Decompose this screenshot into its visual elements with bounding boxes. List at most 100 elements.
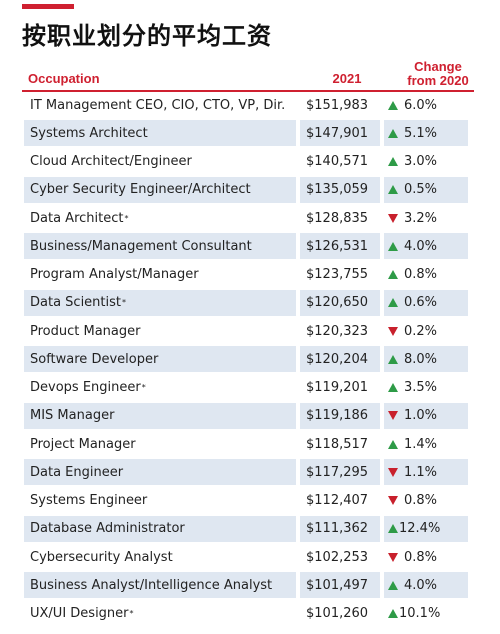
- change-value: 6.0%: [404, 97, 438, 113]
- change-value: 0.8%: [404, 549, 438, 565]
- salary-cell: $120,204: [300, 346, 380, 373]
- table-row: Cyber Security Engineer/Architect $135,05…: [24, 176, 476, 203]
- table-row: Business Analyst/Intelligence Analyst $10…: [24, 572, 476, 599]
- footnote-marker: *: [122, 298, 126, 308]
- occupation-name: Devops Engineer: [30, 380, 141, 395]
- change-value: 1.0%: [404, 408, 438, 424]
- occupation-cell: Data Engineer: [24, 459, 296, 486]
- arrow-up-icon: [388, 270, 398, 279]
- change-column-header: Change from 2020: [402, 60, 474, 88]
- occupation-cell: Systems Architect: [24, 120, 296, 147]
- table-row: Data Scientist * $120,650 0.6%: [24, 289, 476, 316]
- change-cell: 0.8%: [384, 262, 468, 288]
- table-row: IT Management CEO, CIO, CTO, VP, Dir. $15…: [24, 92, 476, 118]
- change-value: 8.0%: [404, 351, 438, 367]
- occupation-cell: Data Architect *: [24, 205, 296, 231]
- salary-cell: $111,362: [300, 515, 380, 542]
- accent-bar: [22, 4, 74, 9]
- table-row: Systems Architect $147,901 5.1%: [24, 120, 476, 147]
- table-row: Cloud Architect/Engineer $140,571 3.0%: [24, 149, 476, 175]
- occupation-name: Cloud Architect/Engineer: [30, 154, 192, 169]
- change-value: 0.5%: [404, 182, 438, 198]
- salary-cell: $117,295: [300, 459, 380, 486]
- occupation-name: Program Analyst/Manager: [30, 267, 199, 282]
- salary-cell: $147,901: [300, 120, 380, 147]
- occupation-name: MIS Manager: [30, 408, 115, 424]
- table-row: Database Administrator $111,362 12.4%: [24, 515, 476, 542]
- change-value: 0.6%: [404, 295, 438, 311]
- arrow-down-icon: [388, 411, 398, 421]
- arrow-down-icon: [388, 467, 398, 477]
- table-row: Software Developer $120,204 8.0%: [24, 346, 476, 373]
- arrow-down-icon: [388, 213, 398, 223]
- change-value: 4.0%: [404, 238, 438, 254]
- change-value: 5.1%: [404, 125, 438, 141]
- occupation-name: Project Manager: [30, 436, 136, 452]
- change-value: 0.8%: [404, 493, 438, 508]
- change-cell: 4.0%: [384, 572, 468, 599]
- occupation-cell: IT Management CEO, CIO, CTO, VP, Dir.: [24, 92, 296, 118]
- table-row: Cybersecurity Analyst $102,253 0.8%: [24, 544, 476, 570]
- change-cell: 4.0%: [384, 233, 468, 260]
- occupation-name: Data Scientist: [30, 295, 121, 311]
- change-header-line1: Change: [414, 59, 462, 74]
- change-value: 3.2%: [404, 210, 438, 226]
- table-row: MIS Manager $119,186 1.0%: [24, 402, 476, 429]
- occupation-name: IT Management CEO, CIO, CTO, VP, Dir.: [30, 97, 286, 113]
- salary-cell: $120,650: [300, 289, 380, 316]
- arrow-down-icon: [388, 552, 398, 562]
- arrow-up-icon: [388, 609, 398, 618]
- occupation-cell: Cybersecurity Analyst: [24, 544, 296, 570]
- change-cell: 1.1%: [384, 459, 468, 486]
- change-value: 3.5%: [404, 380, 438, 395]
- salary-cell: $119,186: [300, 402, 380, 429]
- table-row: Systems Engineer $112,407 0.8%: [24, 488, 476, 514]
- salary-cell: $151,983: [306, 97, 369, 113]
- occupation-cell: Software Developer: [24, 346, 296, 373]
- change-value: 10.1%: [399, 606, 441, 621]
- change-cell: 10.1%: [384, 601, 468, 627]
- change-value: 1.1%: [404, 464, 438, 480]
- table-row: Data Engineer $117,295 1.1%: [24, 459, 476, 486]
- arrow-up-icon: [388, 100, 398, 110]
- change-cell: 1.0%: [384, 402, 468, 429]
- arrow-down-icon: [388, 496, 398, 505]
- occupation-cell: Business Analyst/Intelligence Analyst: [24, 572, 296, 599]
- salary-cell: $120,323: [306, 323, 369, 339]
- salary-cell: $102,253: [306, 549, 369, 565]
- occupation-name: Data Engineer: [30, 464, 124, 480]
- occupation-name: Business/Management Consultant: [30, 238, 252, 254]
- occupation-cell: Database Administrator: [24, 515, 296, 542]
- occupation-cell: Business/Management Consultant: [24, 233, 296, 260]
- occupation-name: Data Architect: [30, 210, 124, 226]
- change-cell: 3.5%: [384, 375, 468, 401]
- salary-table: IT Management CEO, CIO, CTO, VP, Dir. $15…: [24, 92, 476, 629]
- arrow-up-icon: [388, 241, 398, 251]
- footnote-marker: *: [129, 609, 134, 618]
- page-title: 按职业划分的平均工资: [22, 22, 272, 50]
- occupation-cell: Cloud Architect/Engineer: [24, 149, 296, 175]
- arrow-up-icon: [388, 298, 398, 308]
- occupation-cell: Cyber Security Engineer/Architect: [24, 176, 296, 203]
- arrow-up-icon: [388, 524, 398, 534]
- occupation-name: Business Analyst/Intelligence Analyst: [30, 577, 273, 593]
- change-cell: 0.8%: [384, 544, 468, 570]
- occupation-name: Systems Architect: [30, 125, 148, 141]
- change-value: 0.8%: [404, 267, 438, 282]
- salary-cell: $140,571: [306, 154, 369, 169]
- occupation-cell: MIS Manager: [24, 402, 296, 429]
- change-value: 4.0%: [404, 577, 438, 593]
- salary-cell: $112,407: [306, 493, 369, 508]
- occupation-cell: Data Scientist *: [24, 289, 296, 316]
- table-row: Program Analyst/Manager $123,755 0.8%: [24, 262, 476, 288]
- salary-cell: $128,835: [306, 210, 369, 226]
- occupation-name: Cyber Security Engineer/Architect: [30, 182, 251, 198]
- occupation-name: UX/UI Designer: [30, 606, 129, 621]
- change-cell: 1.4%: [384, 431, 468, 457]
- change-value: 0.2%: [404, 323, 438, 339]
- salary-cell: $126,531: [300, 233, 380, 260]
- arrow-down-icon: [388, 326, 398, 336]
- change-cell: 0.6%: [384, 289, 468, 316]
- occupation-cell: Devops Engineer *: [24, 375, 296, 401]
- table-header: Occupation 2021 Change from 2020: [22, 58, 474, 92]
